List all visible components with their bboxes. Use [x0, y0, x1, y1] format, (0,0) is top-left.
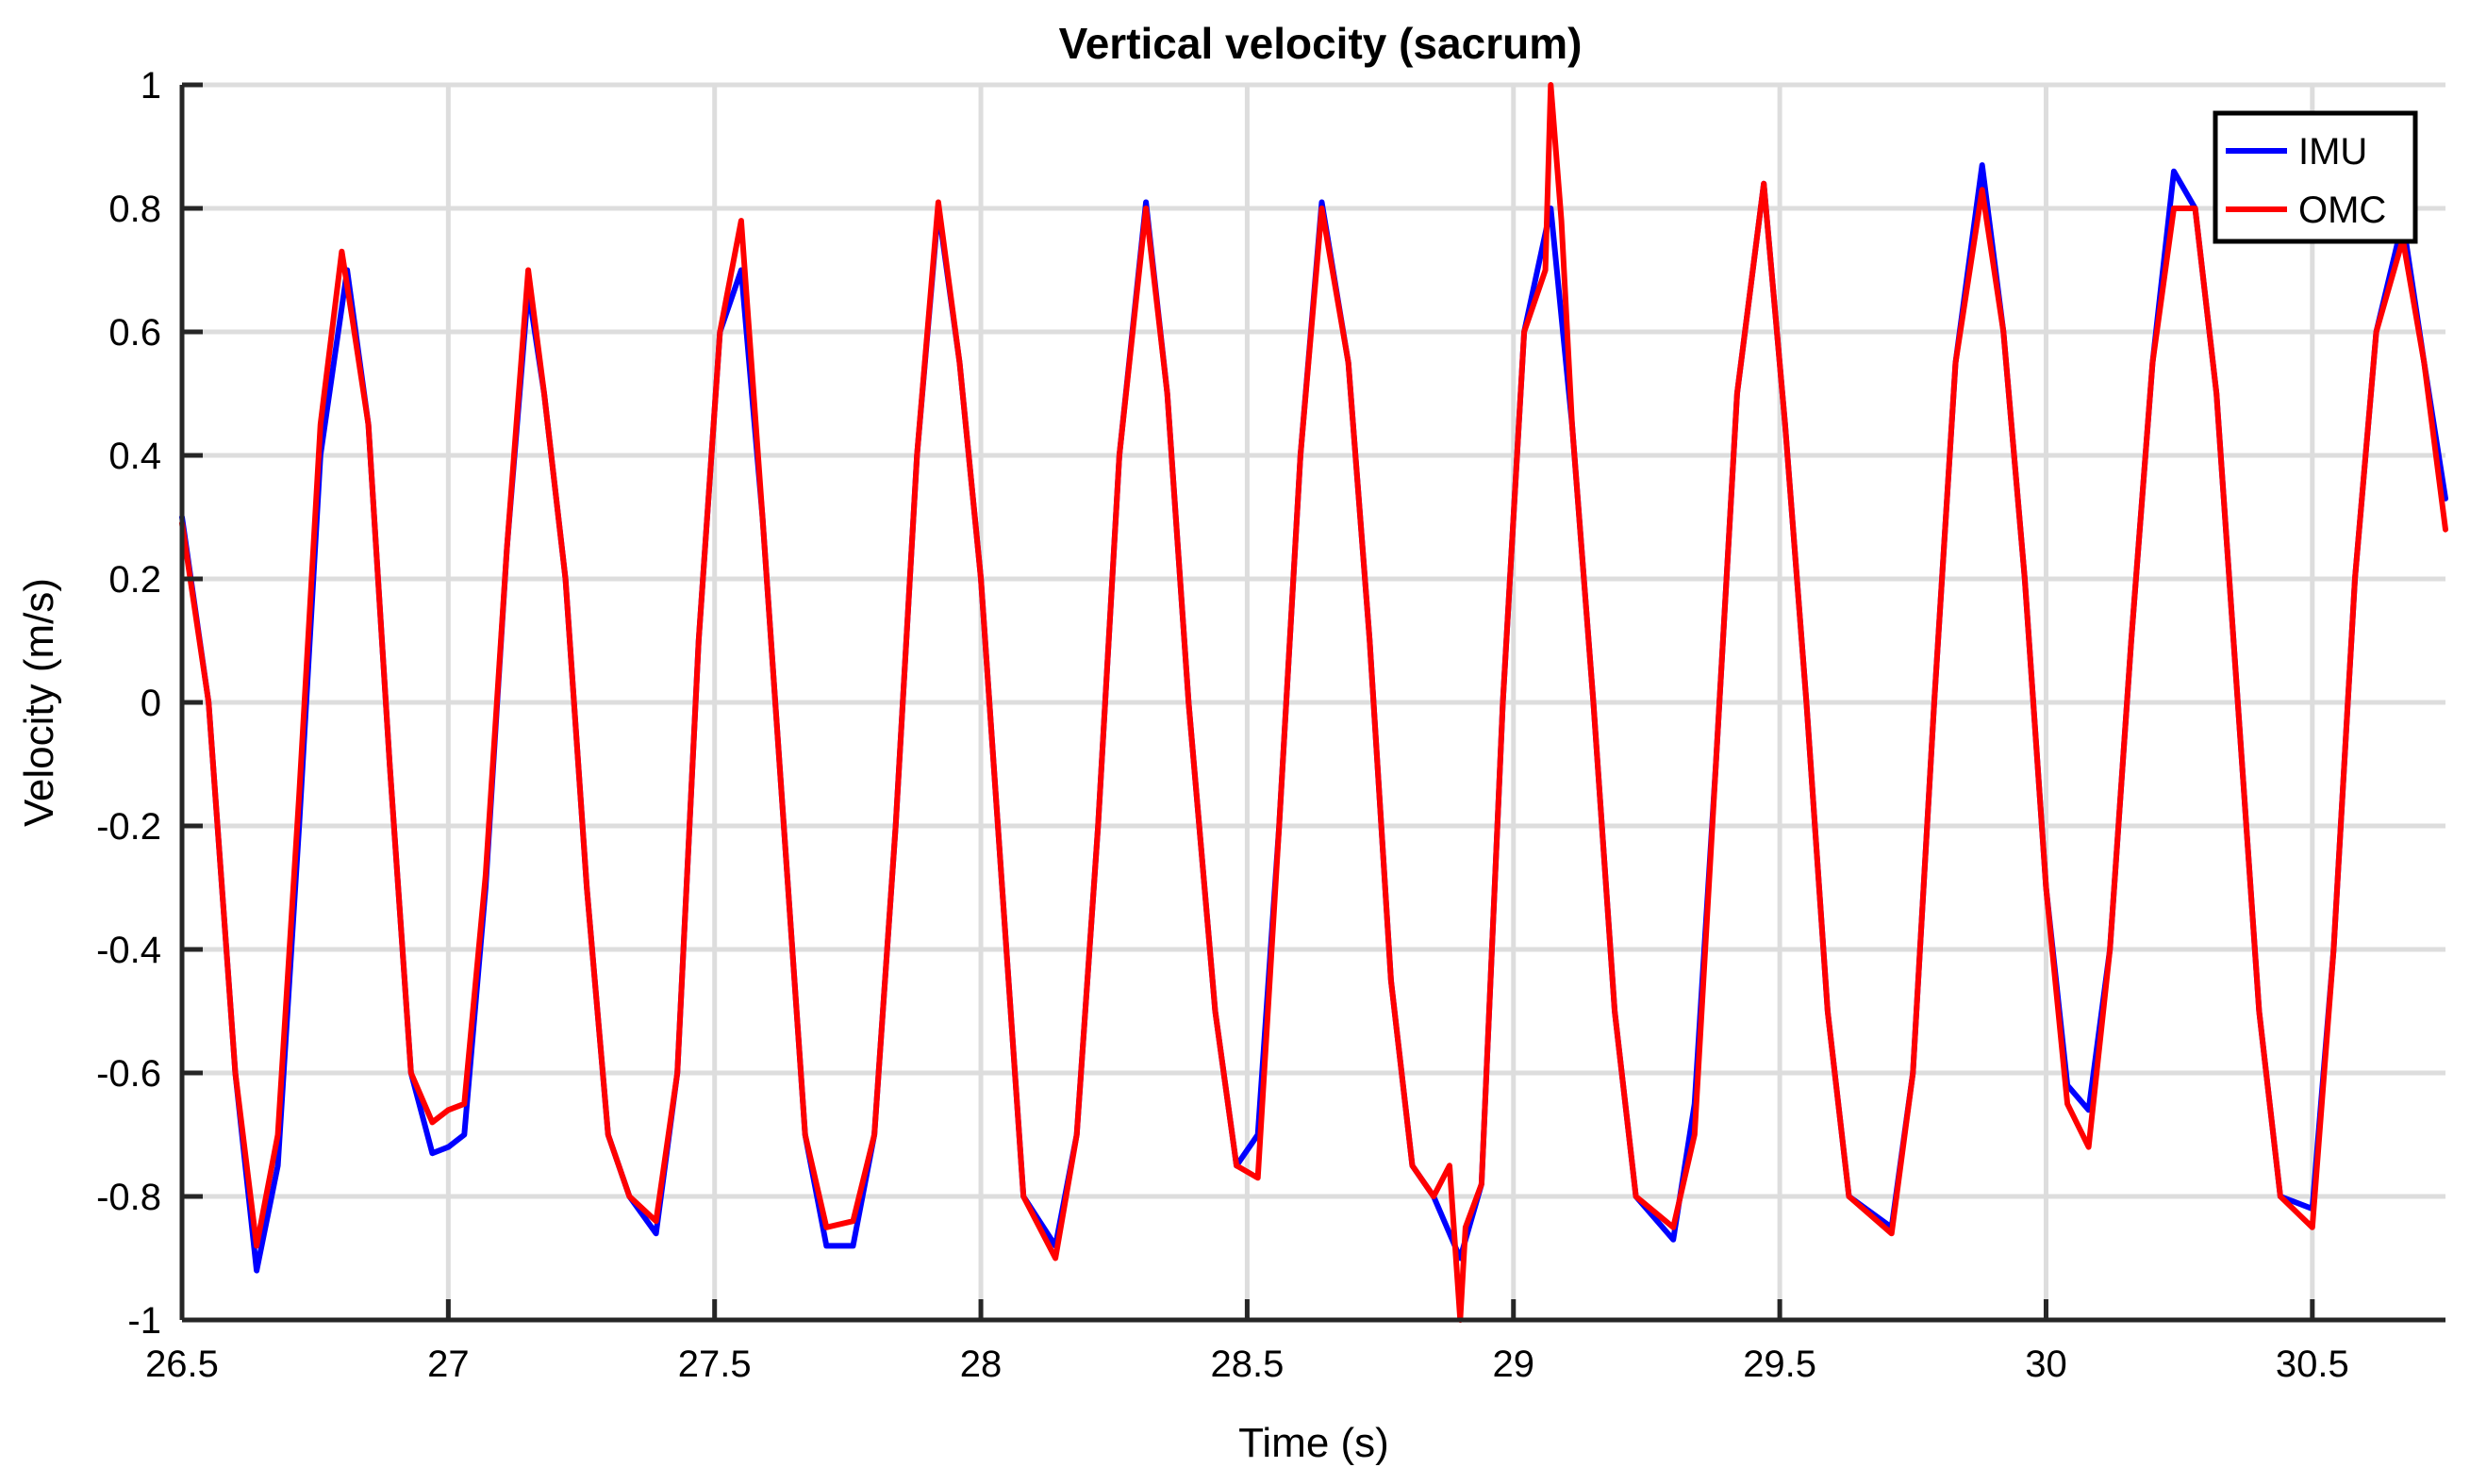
y-tick-label-0: -1: [127, 1300, 161, 1342]
y-axis-label: Velocity (m/s): [16, 578, 62, 827]
legend-omc-label: OMC: [2298, 190, 2386, 231]
y-tick-label-5: 0: [141, 683, 161, 724]
x-tick-label-4: 28.5: [1210, 1344, 1284, 1385]
y-tick-label-1: -0.8: [96, 1177, 161, 1218]
chart-title: Vertical velocity (sacrum): [1059, 19, 1583, 68]
data-series: [179, 82, 2448, 1323]
legend: IMU OMC: [2213, 110, 2418, 244]
x-tick-label-1: 27: [427, 1344, 470, 1385]
y-tick-label-2: -0.6: [96, 1053, 161, 1095]
x-tick-label-5: 29: [1493, 1344, 1535, 1385]
y-tick-label-8: 0.6: [108, 312, 161, 354]
y-tick-label-6: 0.2: [108, 559, 161, 601]
legend-box: [2213, 110, 2418, 244]
x-axis-label: Time (s): [1238, 1420, 1389, 1466]
y-tick-label-3: -0.4: [96, 930, 161, 971]
x-tick-label-3: 28: [960, 1344, 1003, 1385]
x-tick-label-2: 27.5: [678, 1344, 752, 1385]
y-tick-label-4: -0.2: [96, 806, 161, 848]
y-tick-label-9: 0.8: [108, 189, 161, 230]
x-tick-label-8: 30.5: [2276, 1344, 2349, 1385]
x-tick-label-7: 30: [2025, 1344, 2067, 1385]
x-ticks: 26.5 27 27.5 28 28.5 29 29.5 30 30.5: [145, 1299, 2349, 1385]
x-tick-label-6: 29.5: [1743, 1344, 1816, 1385]
y-tick-label-7: 0.4: [108, 436, 161, 477]
series-line-omc: [179, 82, 2448, 1323]
x-tick-label-0: 26.5: [145, 1344, 219, 1385]
legend-imu-label: IMU: [2298, 131, 2367, 173]
y-tick-label-10: 1: [141, 65, 161, 107]
y-ticks: -1 -0.8 -0.6 -0.4 -0.2 0 0.2 0.4 0.6 0.8 1: [96, 65, 203, 1342]
